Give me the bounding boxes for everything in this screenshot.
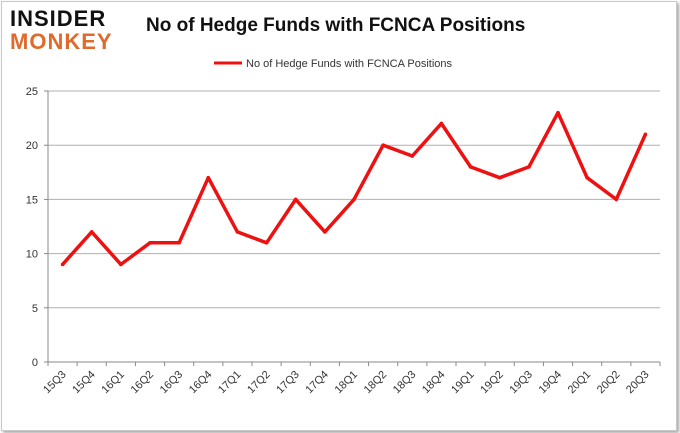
x-tick-label: 18Q2	[362, 369, 390, 397]
x-tick-label: 20Q2	[595, 369, 623, 397]
y-tick-label: 5	[32, 303, 38, 315]
x-tick-label: 16Q4	[187, 369, 215, 397]
x-tick-label: 18Q1	[333, 369, 361, 397]
data-point	[119, 262, 123, 267]
chart-title: No of Hedge Funds with FCNCA Positions	[146, 15, 526, 36]
data-point	[585, 175, 589, 180]
y-tick-label: 20	[26, 140, 38, 152]
x-tick-label: 16Q3	[158, 369, 186, 397]
data-point	[264, 240, 269, 245]
x-tick-label: 19Q3	[507, 369, 535, 397]
x-tick-label: 18Q3	[391, 369, 419, 397]
data-point	[293, 197, 298, 202]
data-point	[497, 175, 502, 180]
x-tick-label: 19Q1	[449, 369, 477, 397]
x-tick-label: 17Q1	[216, 369, 244, 397]
x-tick-label: 17Q4	[303, 369, 331, 397]
data-point	[439, 121, 444, 126]
x-tick-label: 17Q2	[245, 369, 273, 397]
data-point	[89, 230, 94, 234]
y-tick-label: 25	[26, 86, 38, 98]
x-tick-label: 19Q4	[537, 369, 565, 397]
x-tick-label: 19Q2	[478, 369, 506, 397]
x-tick-label: 15Q3	[41, 369, 69, 397]
x-tick-label: 18Q4	[420, 369, 448, 397]
x-tick-label: 16Q1	[99, 369, 127, 397]
x-tick-label: 20Q1	[566, 369, 594, 397]
y-tick-label: 10	[26, 249, 38, 261]
logo-line-1: INSIDER	[10, 6, 107, 31]
legend-label: No of Hedge Funds with FCNCA Positions	[246, 58, 453, 70]
y-tick-label: 15	[26, 194, 38, 206]
y-tick-label: 0	[32, 357, 38, 369]
insider-monkey-logo: INSIDER MONKEY	[10, 8, 113, 53]
data-point	[323, 230, 327, 234]
x-tick-label: 20Q3	[624, 369, 652, 397]
data-point	[352, 197, 356, 202]
data-point	[614, 197, 619, 202]
x-tick-label: 15Q4	[70, 369, 98, 397]
x-tick-label: 17Q3	[274, 369, 302, 397]
data-point	[527, 165, 531, 169]
data-point	[206, 175, 211, 180]
x-tick-label: 16Q2	[129, 369, 157, 397]
data-point	[468, 165, 473, 169]
data-point	[60, 262, 65, 267]
data-point	[235, 230, 240, 234]
logo-line-2: MONKEY	[10, 29, 113, 54]
data-point	[148, 240, 152, 245]
data-point	[381, 143, 385, 147]
data-point	[556, 110, 560, 115]
data-point	[177, 240, 181, 245]
data-point	[410, 154, 415, 158]
data-point	[643, 132, 648, 137]
